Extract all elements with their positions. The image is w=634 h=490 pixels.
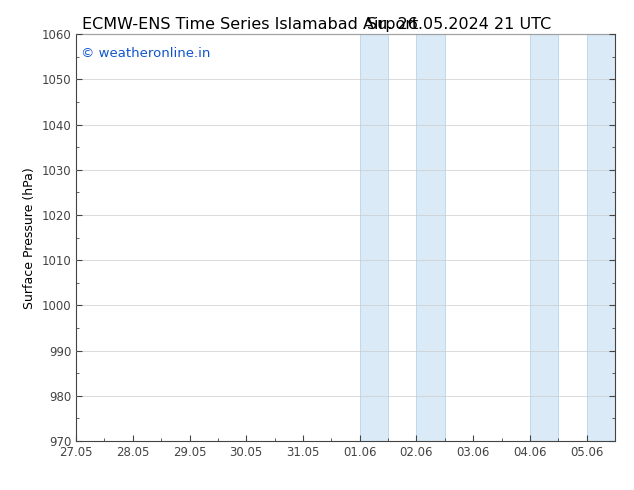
- Text: © weatheronline.in: © weatheronline.in: [81, 47, 211, 59]
- Y-axis label: Surface Pressure (hPa): Surface Pressure (hPa): [23, 167, 36, 309]
- Text: Su. 26.05.2024 21 UTC: Su. 26.05.2024 21 UTC: [367, 17, 552, 32]
- Bar: [530, 34, 559, 441]
- Bar: [586, 34, 615, 441]
- Bar: [417, 34, 445, 441]
- Bar: [359, 34, 388, 441]
- Text: ECMW-ENS Time Series Islamabad Airport: ECMW-ENS Time Series Islamabad Airport: [82, 17, 418, 32]
